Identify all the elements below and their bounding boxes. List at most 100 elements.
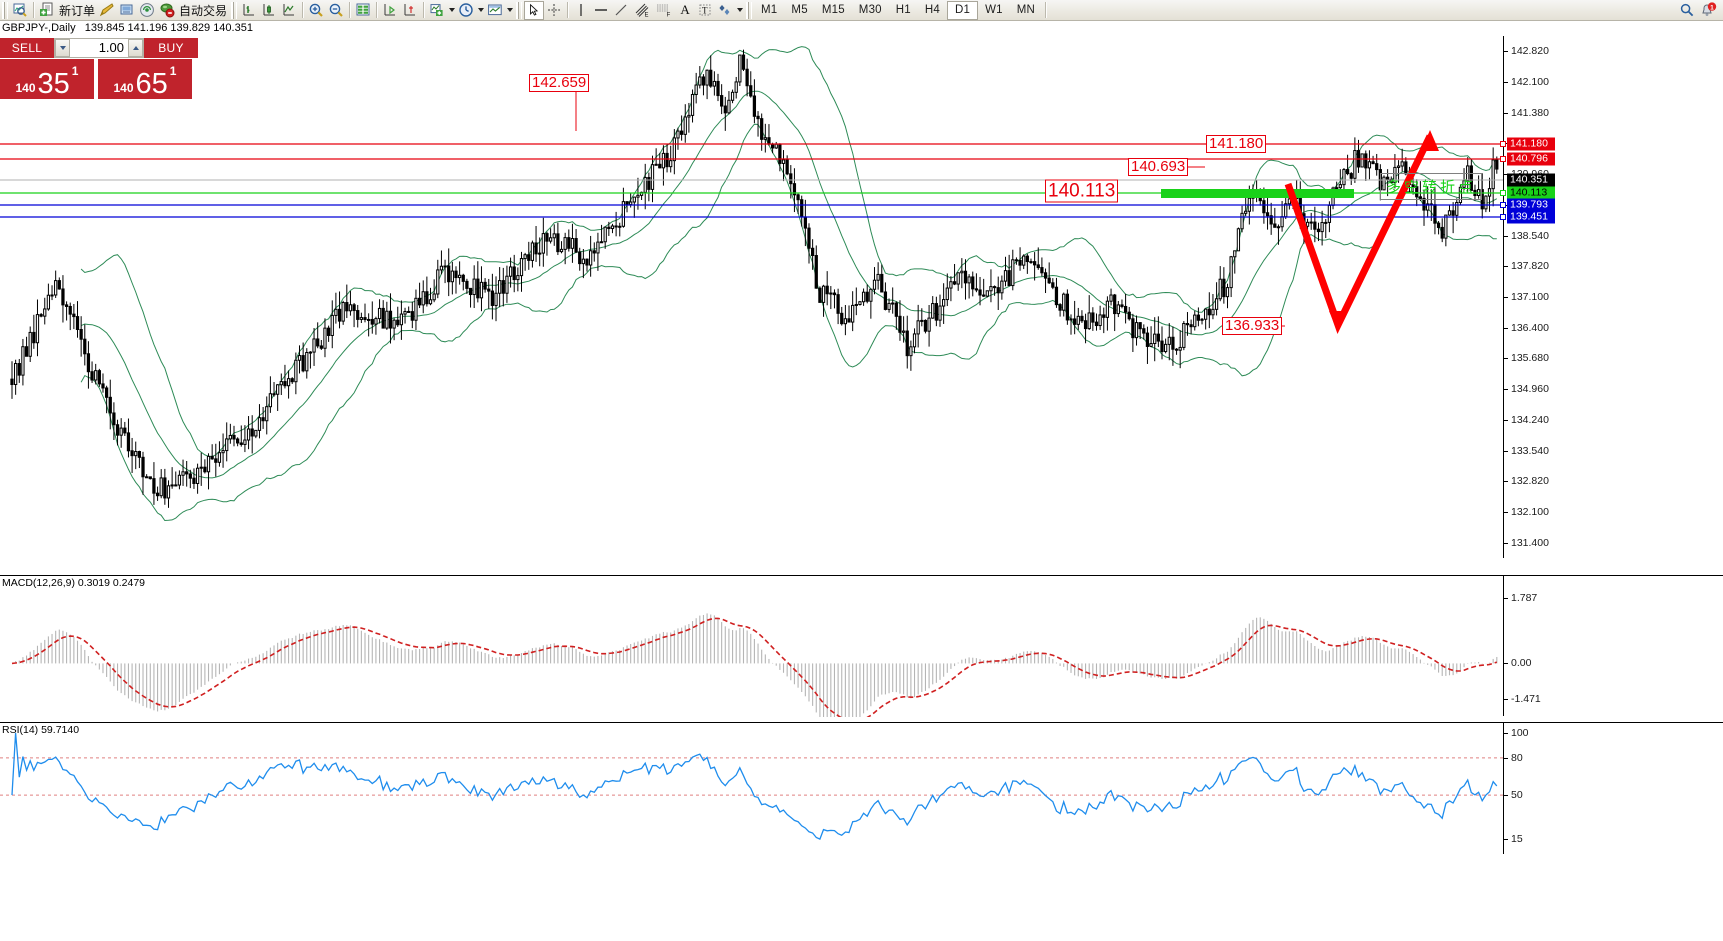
toolbar-grip-2[interactable] (231, 1, 238, 19)
sell-price-display[interactable]: 140 35 1 (0, 59, 94, 99)
annotation-142659[interactable]: 142.659 (529, 74, 590, 92)
equidistant-icon[interactable]: E (631, 1, 653, 20)
metaeditor-icon[interactable] (117, 1, 137, 20)
sell-button[interactable]: SELL (0, 38, 54, 58)
indicators-icon[interactable] (427, 1, 447, 20)
new-chart-icon[interactable] (10, 1, 30, 20)
periods-icon[interactable] (456, 1, 476, 20)
macd-tick (1504, 663, 1508, 665)
autotrading-icon[interactable] (157, 1, 177, 20)
volume-decrement-button[interactable] (55, 39, 70, 57)
toolbar-separator-6 (567, 2, 569, 18)
fibonacci-icon[interactable]: F (653, 1, 675, 20)
price-line-handle[interactable] (1500, 141, 1506, 147)
price-pane[interactable]: 142.820142.100141.380140.680139.960139.2… (0, 36, 1723, 558)
price-line-handle[interactable] (1500, 190, 1506, 196)
hline-icon[interactable] (591, 1, 611, 20)
cursor-icon[interactable] (524, 0, 545, 20)
line-chart-icon[interactable] (279, 1, 299, 20)
signals-icon[interactable] (137, 1, 157, 20)
price-tick (1504, 174, 1508, 176)
price-tick (1504, 542, 1508, 544)
price-marker-141180[interactable]: 141.180 (1507, 137, 1555, 151)
price-tick-label: 137.820 (1511, 260, 1549, 273)
tf-button-m5[interactable]: M5 (791, 4, 808, 16)
price-marker-140351[interactable]: 140.351 (1507, 173, 1555, 187)
textlabel-icon[interactable]: T (695, 1, 715, 20)
indicators-dropdown-caret[interactable] (447, 8, 456, 12)
shapes-icon[interactable] (715, 1, 735, 20)
price-line-handle[interactable] (1500, 214, 1506, 220)
price-marker-139793[interactable]: 139.793 (1507, 198, 1555, 212)
price-tick (1504, 205, 1508, 207)
tf-button-mn[interactable]: MN (1016, 4, 1036, 16)
tf-button-h1[interactable]: H1 (895, 4, 911, 16)
macd-tick (1504, 699, 1508, 700)
volume-stepper[interactable]: 1.00 (54, 38, 144, 58)
tf-button-d1[interactable]: D1 (947, 0, 979, 20)
tf-button-m1[interactable]: M1 (761, 4, 778, 16)
annotation-140693[interactable]: 140.693 (1128, 158, 1189, 176)
auto-scroll-icon[interactable] (380, 1, 400, 20)
trendline-icon[interactable] (611, 1, 631, 20)
bb-middle (80, 90, 1498, 479)
buy-price-main: 65 (135, 68, 168, 100)
data-window-icon[interactable] (353, 1, 373, 20)
notifications-icon[interactable]: 1 (1697, 1, 1719, 20)
rsi-pane[interactable]: RSI(14) 59.7140 100 80 50 15 (0, 722, 1723, 854)
candlestick-icon[interactable] (259, 1, 279, 20)
new-order-label[interactable]: 新订单 (59, 3, 96, 18)
templates-dropdown-caret[interactable] (505, 8, 514, 12)
zoom-out-icon[interactable] (326, 1, 346, 20)
toolbar-grip-1[interactable] (2, 1, 8, 19)
price-marker-140796[interactable]: 140.796 (1507, 152, 1555, 166)
search-icon[interactable] (1677, 1, 1697, 20)
buy-price-display[interactable]: 140 65 1 (98, 59, 192, 99)
price-axis[interactable]: 142.820142.100141.380140.680139.960139.2… (1503, 36, 1723, 558)
annotation-140113[interactable]: 140.113 (1045, 179, 1119, 203)
buy-price-prefix: 140 (113, 81, 134, 95)
vline-icon[interactable] (571, 1, 591, 20)
price-tick (1504, 113, 1508, 115)
toolbar-grip-3[interactable] (516, 1, 523, 19)
rsi-label: RSI(14) 59.7140 (2, 724, 80, 736)
macd-histogram (15, 613, 1498, 717)
macd-pane[interactable]: MACD(12,26,9) 0.3019 0.2479 1.787 0.00 -1.… (0, 575, 1723, 717)
tf-button-m15[interactable]: M15 (821, 4, 845, 16)
price-tick-label: 141.380 (1511, 107, 1549, 120)
volume-increment-button[interactable] (128, 39, 143, 57)
shapes-dropdown-caret[interactable] (735, 8, 744, 12)
annotation-136933[interactable]: 136.933 (1222, 317, 1283, 335)
volume-value[interactable]: 1.00 (70, 39, 128, 57)
toolbar-grip-4[interactable] (746, 1, 753, 19)
price-tick-label: 135.680 (1511, 352, 1549, 365)
buy-button[interactable]: BUY (144, 38, 198, 58)
price-line-handle[interactable] (1500, 202, 1506, 208)
price-tick-label: 138.540 (1511, 229, 1549, 242)
main-toolbar: 新订单 (0, 0, 1723, 21)
chart-shift-icon[interactable] (400, 1, 420, 20)
new-order-icon[interactable] (37, 1, 57, 20)
svg-text:E: E (645, 13, 649, 19)
rsi-tick (1504, 795, 1508, 797)
price-marker-139451[interactable]: 139.451 (1507, 210, 1555, 224)
tf-button-h4[interactable]: H4 (924, 4, 940, 16)
periods-dropdown-caret[interactable] (476, 8, 485, 12)
one-click-trading-panel[interactable]: SELL 1.00 BUY 140 35 1 140 65 1 (0, 38, 198, 99)
pencil-icon[interactable] (97, 1, 117, 20)
tf-button-m30[interactable]: M30 (858, 4, 882, 16)
tf-button-w1[interactable]: W1 (985, 4, 1003, 16)
templates-icon[interactable] (485, 1, 505, 20)
price-line-handle[interactable] (1500, 156, 1506, 162)
price-marker-140113[interactable]: 140.113 (1507, 186, 1555, 200)
rsi-tick (1504, 733, 1508, 734)
bar-chart-icon[interactable] (239, 1, 259, 20)
autotrading-label[interactable]: 自动交易 (179, 3, 228, 18)
crosshair-icon[interactable] (544, 1, 564, 20)
turning-point-note[interactable]: 多空转折点 (1380, 173, 1483, 200)
annotation-141180[interactable]: 141.180 (1206, 135, 1267, 153)
text-icon[interactable]: A (680, 2, 690, 17)
support-zone-band[interactable] (1161, 189, 1354, 198)
zoom-in-icon[interactable] (306, 1, 326, 20)
chart-canvas-area[interactable]: 142.820142.100141.380140.680139.960139.2… (0, 36, 1723, 941)
